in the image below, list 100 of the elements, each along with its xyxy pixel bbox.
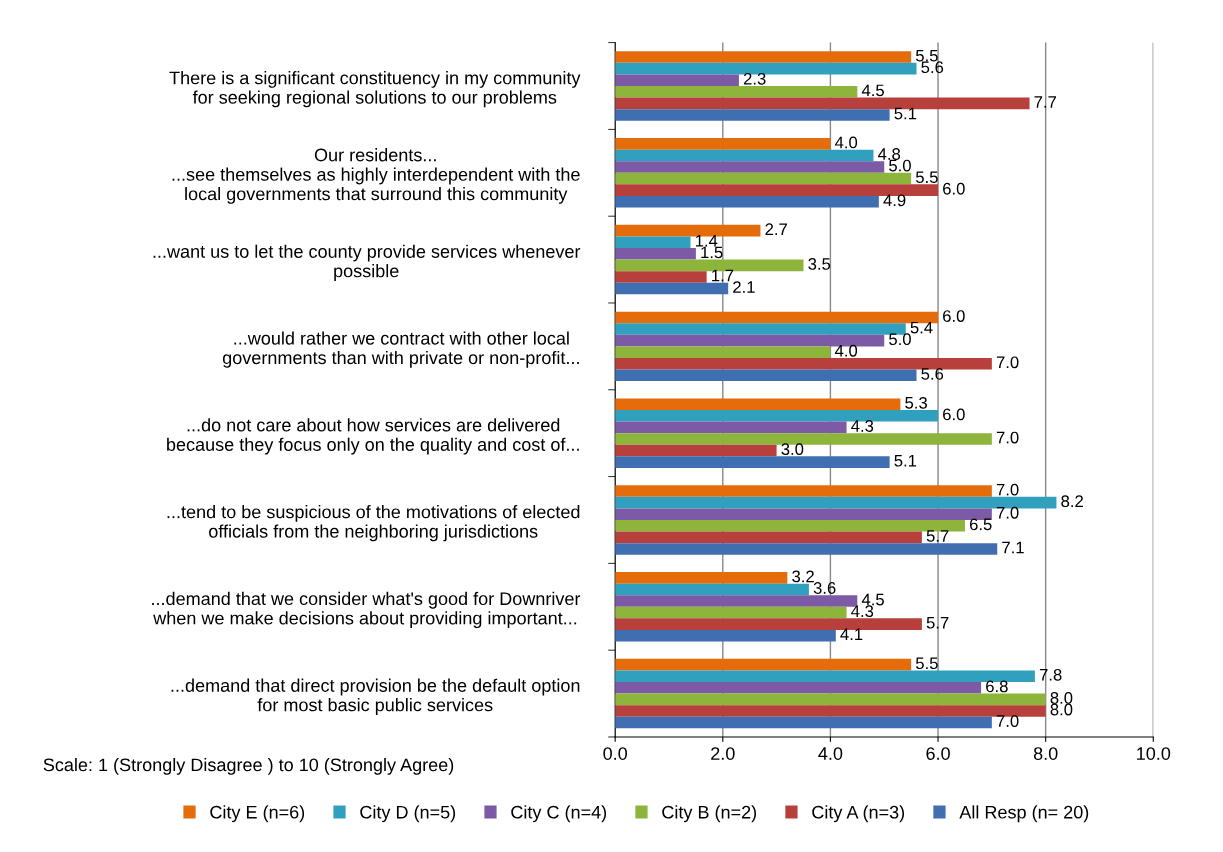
bar [615,62,917,75]
y-tick-label: ...demand that we consider what's good for Downriver when we make decisions about providing important... [152,591,581,629]
data-label: 4.0 [834,136,858,149]
bar [615,531,922,544]
data-label: 8.0 [1050,692,1073,704]
bar [615,618,922,630]
legend-label: All Resp (n= 20) [959,805,1089,823]
data-label: 7.1 [1002,541,1024,554]
legend-label: City E (n=6) [210,805,305,823]
data-label: 3.0 [781,443,804,456]
data-label: 6.5 [969,518,992,531]
y-tick-label: ...tend to be suspicious of the motivations of elected officials from the neighboring jurisdictions [167,505,580,542]
bar [615,109,890,121]
legend-label: City D (n=5) [360,805,456,823]
bar [615,508,992,520]
data-label: 2.3 [743,72,766,85]
data-label: 4.3 [851,420,874,432]
data-label: 4.3 [851,605,874,618]
y-tick-label: ...do not care about how services are delivered because they focus only on the quality and cost of... [167,418,579,455]
bar [615,572,788,584]
data-label: 4.8 [878,148,901,160]
data-label: 6.8 [986,680,1008,693]
x-tick-label: 6.0 [926,747,950,760]
bar [615,282,729,295]
bar [615,398,901,411]
data-label: 5.4 [910,321,933,334]
data-label: 5.5 [915,49,938,62]
data-label: 4.5 [861,593,884,606]
bar [615,138,831,150]
y-tick-label: ...want us to let the county provide services whenever possible [153,244,581,281]
bar [615,172,912,185]
bar [615,543,998,555]
bar [615,606,847,619]
data-label: 2.1 [733,281,755,293]
y-tick-label: ...would rather we contract with other local governments than with private or non-profit... [222,331,579,368]
data-label: 6.0 [943,310,965,322]
data-label: 7.0 [996,506,1019,519]
data-label: 8.0 [1050,703,1073,716]
data-label: 7.0 [996,715,1019,727]
data-label: 7.0 [996,431,1019,444]
data-label: 3.5 [808,258,831,270]
bar [615,629,836,642]
bar [615,51,912,63]
data-label: 5.6 [921,368,944,380]
bar [615,161,885,173]
bar [615,357,992,370]
data-label: 3.2 [792,570,814,583]
legend-label: City B (n=2) [662,805,757,823]
data-label: 5.5 [915,657,938,670]
data-label: 6.0 [943,182,965,195]
bar [615,705,1046,717]
data-label: 5.7 [926,530,949,542]
y-tick-label: ...demand that direct provision be the default option for most basic public services [171,678,580,715]
bar [615,519,965,532]
data-label: 5.1 [894,454,917,467]
bar [615,86,858,98]
bar [615,149,874,162]
bar [615,311,939,324]
data-label: 8.2 [1061,495,1083,508]
data-label: 7.0 [996,483,1019,496]
data-label: 1.4 [695,235,718,247]
bar [615,74,739,86]
bar [615,595,858,607]
bar [615,693,1046,706]
x-tick-label: 10.0 [1137,747,1171,760]
bar [615,369,917,382]
data-label: 4.0 [834,344,858,357]
data-label: 5.5 [915,171,938,184]
bar [615,184,939,196]
x-tick-label: 8.0 [1033,747,1058,760]
data-label: 5.0 [889,333,911,346]
bar [615,456,890,468]
data-label: 5.0 [889,159,911,172]
bar [615,716,992,729]
bar [615,236,691,249]
bar [615,410,939,422]
data-label: 5.6 [921,61,944,74]
data-label: 4.5 [861,84,884,97]
data-label: 4.1 [840,628,863,641]
data-label: 1.7 [712,269,734,282]
bar [615,195,879,208]
data-label: 2.7 [765,223,787,235]
y-tick-label: There is a significant constituency in my community for seeking regional solutions to our problems [169,71,581,108]
data-label: 5.3 [905,396,927,409]
bar [615,224,761,237]
bar [615,485,992,497]
bar [615,444,777,457]
data-label: 5.7 [926,616,949,629]
x-tick-label: 2.0 [711,747,735,760]
bar [615,583,809,596]
text: Scale: 1 (Strongly Disagree ) to 10 (Strongly Agree) [43,757,454,775]
x-tick-label: 4.0 [818,747,843,760]
legend-label: City A (n=3) [812,805,905,823]
bar [615,658,912,671]
data-label: 6.0 [943,408,965,421]
bar [615,346,831,358]
data-label: 3.6 [813,582,836,594]
x-tick-label: 0.0 [603,747,628,760]
bar [615,433,992,445]
bar [615,271,707,283]
